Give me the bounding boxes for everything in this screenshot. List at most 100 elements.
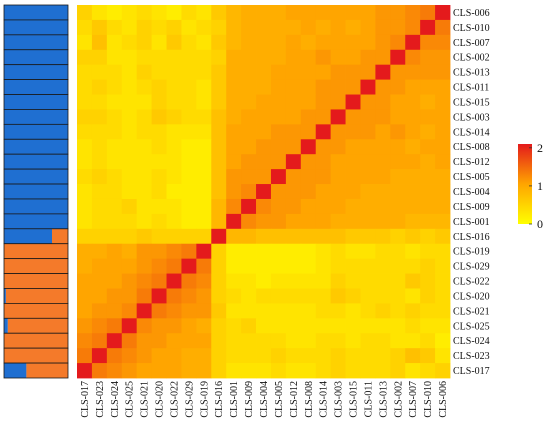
heatmap-cell bbox=[300, 288, 317, 304]
heatmap-cell bbox=[330, 109, 346, 125]
heatmap-cell bbox=[375, 124, 391, 140]
heatmap-cell bbox=[285, 5, 302, 21]
heatmap-cell bbox=[405, 49, 421, 66]
heatmap-cell bbox=[241, 348, 257, 364]
heatmap-cell bbox=[270, 184, 287, 200]
heatmap-cell bbox=[151, 139, 167, 155]
heatmap-cell bbox=[151, 273, 167, 289]
heatmap-cell bbox=[106, 94, 123, 110]
heatmap-cell bbox=[300, 303, 317, 319]
heatmap-cell bbox=[300, 273, 317, 289]
heatmap-cell bbox=[77, 169, 93, 185]
heatmap-cell bbox=[196, 49, 212, 66]
heatmap-cell bbox=[121, 5, 138, 21]
heatmap-cell bbox=[405, 64, 421, 80]
heatmap-cell bbox=[136, 303, 152, 319]
heatmap-cell bbox=[405, 94, 421, 110]
heatmap-cell bbox=[226, 213, 242, 230]
heatmap-cell bbox=[405, 124, 421, 140]
heatmap-cell bbox=[77, 94, 93, 110]
heatmap-cell bbox=[285, 184, 302, 200]
heatmap-cell bbox=[211, 318, 227, 334]
heatmap-cell bbox=[121, 258, 138, 274]
heatmap-cell bbox=[300, 79, 317, 95]
heatmap-cell bbox=[166, 49, 182, 66]
heatmap-cell bbox=[181, 139, 197, 155]
heatmap-cell bbox=[360, 154, 376, 170]
heatmap-cell bbox=[106, 64, 123, 80]
row-label: CLS-008 bbox=[453, 142, 490, 153]
heatmap-cell bbox=[345, 79, 361, 95]
heatmap-cell bbox=[151, 333, 167, 349]
heatmap-cell bbox=[181, 198, 197, 215]
heatmap-cell bbox=[121, 139, 138, 155]
heatmap-cell bbox=[435, 139, 451, 155]
heatmap-cell bbox=[390, 139, 406, 155]
heatmap-cell bbox=[166, 169, 182, 185]
heatmap-cell bbox=[330, 34, 346, 51]
heatmap-cell bbox=[375, 288, 391, 304]
heatmap-cell bbox=[256, 273, 272, 289]
heatmap-cell bbox=[256, 348, 272, 364]
heatmap-cell bbox=[211, 333, 227, 349]
row-label: CLS-023 bbox=[453, 351, 490, 362]
heatmap-cell bbox=[226, 363, 242, 379]
heatmap-cell bbox=[151, 213, 167, 230]
heatmap-cell bbox=[211, 273, 227, 289]
heatmap-cell bbox=[420, 34, 436, 51]
row-labels: CLS-006 CLS-010 CLS-007 CLS-002 CLS-013 CLS-0… bbox=[453, 8, 490, 377]
heatmap-cell bbox=[211, 258, 227, 274]
heatmap-cell bbox=[121, 213, 138, 230]
heatmap-cell bbox=[315, 139, 332, 155]
ancestry-bar-group1 bbox=[4, 49, 68, 65]
heatmap-cell bbox=[136, 109, 152, 125]
heatmap-cell bbox=[151, 34, 167, 51]
heatmap-cell bbox=[375, 258, 391, 274]
row-label: CLS-024 bbox=[453, 336, 490, 347]
heatmap-cell bbox=[77, 273, 93, 289]
heatmap-cell bbox=[106, 79, 123, 95]
column-label: CLS-014 bbox=[319, 381, 330, 418]
heatmap-cell bbox=[196, 124, 212, 140]
heatmap-cell bbox=[300, 34, 317, 51]
heatmap-cell bbox=[91, 198, 108, 215]
heatmap-cell bbox=[211, 363, 227, 379]
heatmap-cell bbox=[285, 363, 302, 379]
heatmap-cell bbox=[106, 243, 123, 260]
ancestry-bar-group1 bbox=[4, 228, 52, 244]
heatmap-cell bbox=[256, 154, 272, 170]
row-label: CLS-007 bbox=[453, 38, 490, 49]
heatmap-cell bbox=[345, 198, 361, 215]
heatmap-cell bbox=[270, 34, 287, 51]
heatmap-cell bbox=[77, 228, 93, 245]
heatmap-cell bbox=[390, 363, 406, 379]
heatmap-cell bbox=[330, 273, 346, 289]
heatmap-cell bbox=[256, 34, 272, 51]
heatmap-cell bbox=[330, 288, 346, 304]
heatmap-cell bbox=[360, 258, 376, 274]
heatmap-cell bbox=[375, 34, 391, 51]
heatmap-cell bbox=[241, 228, 257, 245]
heatmap-cell bbox=[166, 228, 182, 245]
heatmap-cell bbox=[181, 19, 197, 36]
heatmap-cell bbox=[211, 124, 227, 140]
row-label: CLS-004 bbox=[453, 187, 490, 198]
heatmap-cell bbox=[435, 288, 451, 304]
heatmap-cell bbox=[211, 154, 227, 170]
heatmap-cell bbox=[345, 258, 361, 274]
heatmap-cell bbox=[121, 34, 138, 51]
heatmap-cell bbox=[121, 243, 138, 260]
heatmap-cell bbox=[77, 213, 93, 230]
heatmap-cell bbox=[121, 303, 138, 319]
heatmap-cell bbox=[166, 184, 182, 200]
heatmap-cell bbox=[420, 348, 436, 364]
heatmap-cell bbox=[241, 258, 257, 274]
heatmap-cell bbox=[330, 258, 346, 274]
heatmap-cell bbox=[196, 64, 212, 80]
heatmap-cell bbox=[256, 213, 272, 230]
heatmap-cell bbox=[330, 333, 346, 349]
heatmap-cell bbox=[211, 19, 227, 36]
heatmap-cell bbox=[151, 228, 167, 245]
heatmap-cell bbox=[435, 94, 451, 110]
heatmap-cell bbox=[315, 49, 332, 66]
